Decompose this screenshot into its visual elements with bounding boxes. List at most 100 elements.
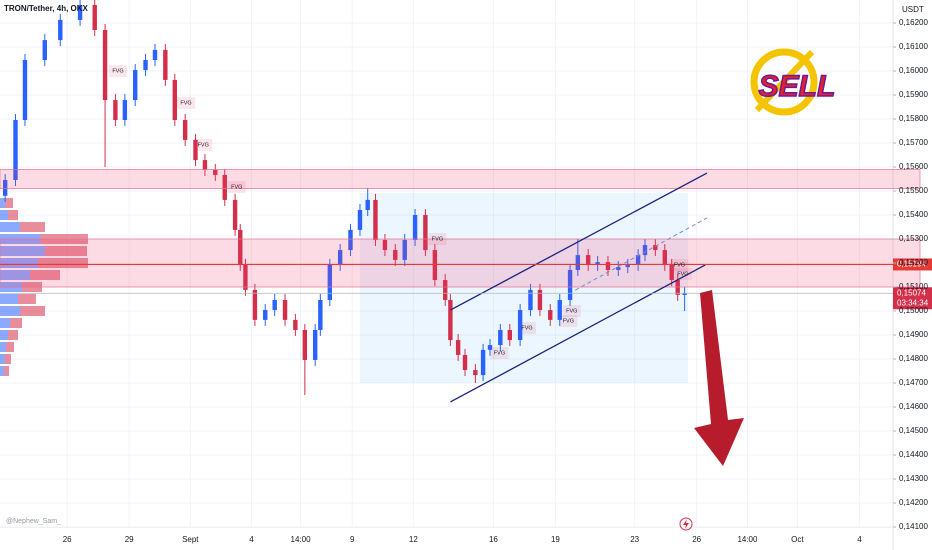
candle-body <box>548 310 553 320</box>
candle-body <box>682 293 687 295</box>
fvg-label: FVG <box>231 184 242 190</box>
candle-body <box>528 289 533 311</box>
fvg-box <box>562 305 581 318</box>
x-tick-label: Oct <box>791 535 804 544</box>
y-tick-label: 0,14400 <box>899 450 928 459</box>
watermark: @Nephew_Sam_ <box>6 518 61 525</box>
candle-body <box>13 119 18 180</box>
candle-body <box>77 5 83 20</box>
y-tick-label: 0,14500 <box>899 426 928 435</box>
candle-body <box>575 255 581 270</box>
candle-body <box>143 59 148 71</box>
y-tick-label: 0,14100 <box>899 522 928 531</box>
candle-body <box>487 345 493 350</box>
volume-down <box>20 306 45 317</box>
volume-up <box>0 246 45 257</box>
y-tick-label: 0,16000 <box>899 66 928 75</box>
alert-bolt <box>683 519 689 529</box>
y-tick-label: 0,15000 <box>899 306 928 315</box>
candle-body <box>448 299 453 341</box>
fvg-label: FVG <box>198 142 209 148</box>
candle-body <box>402 239 407 260</box>
candle-body <box>373 199 378 240</box>
candle-body <box>382 239 388 251</box>
y-tick-label: 0,14200 <box>899 498 928 507</box>
volume-up <box>0 306 20 317</box>
volume-up <box>0 258 38 269</box>
volume-down <box>20 222 45 233</box>
candle-body <box>102 29 108 101</box>
currency-label: USDT <box>902 5 924 14</box>
y-tick-label: 0,14800 <box>899 354 928 363</box>
last-price-label: 0,15074 <box>897 288 926 297</box>
fvg-box <box>559 315 578 328</box>
fvg-box <box>490 347 509 360</box>
candle-body <box>42 40 47 60</box>
volume-up <box>0 342 6 353</box>
logo-text: SELL <box>759 70 836 103</box>
volume-down <box>38 258 88 269</box>
x-tick-label: 4 <box>857 535 862 544</box>
y-tick-label: 0,14600 <box>899 402 928 411</box>
candle-body <box>163 49 168 80</box>
volume-up <box>0 318 10 329</box>
x-tick-label: 16 <box>489 535 498 544</box>
candle-body <box>282 299 288 320</box>
fvg-label: FVG <box>674 262 685 268</box>
candle-body <box>213 169 218 175</box>
alert-icon <box>679 517 693 531</box>
candle-body <box>122 100 128 120</box>
fvg-box <box>108 65 127 78</box>
y-tick-label: 0,15800 <box>899 114 928 123</box>
candle-body <box>243 264 248 290</box>
x-tick-label: 29 <box>125 535 134 544</box>
volume-down <box>10 318 22 329</box>
candle-body <box>22 59 28 120</box>
candle-body <box>293 319 298 330</box>
sell-logo: SELL <box>750 48 836 116</box>
candle-body <box>669 264 674 281</box>
level-label: 0,15194 <box>897 260 926 269</box>
x-tick-label: 23 <box>630 535 639 544</box>
down-arrow <box>694 290 744 466</box>
countdown: 03:34:34 <box>897 298 929 307</box>
volume-up <box>0 222 20 233</box>
candle-body <box>585 255 591 265</box>
y-tick-label: 0,15900 <box>899 90 928 99</box>
candle-body <box>337 250 343 265</box>
range-box <box>359 192 689 384</box>
y-tick-label: 0,14900 <box>899 330 928 339</box>
volume-up <box>0 330 8 341</box>
candle-body <box>58 19 63 41</box>
volume-down <box>18 294 36 305</box>
y-tick-label: 0,15200 <box>899 258 928 267</box>
last-price-tag <box>893 287 932 310</box>
candle-body <box>595 262 600 265</box>
y-tick-label: 0,14300 <box>899 474 928 483</box>
volume-down <box>45 246 87 257</box>
candle-body <box>462 354 468 371</box>
candle-body <box>312 329 318 360</box>
candle-body <box>263 310 268 320</box>
volume-down <box>5 198 13 209</box>
logo-slash <box>754 49 815 113</box>
candle-body <box>327 264 333 300</box>
candle-body <box>193 139 198 161</box>
fvg-label: FVG <box>521 326 532 332</box>
fvg-label: FVG <box>494 350 505 356</box>
candle-body <box>517 310 523 341</box>
volume-down <box>5 354 11 365</box>
volume-down <box>30 270 60 281</box>
x-tick-label: 4 <box>249 535 254 544</box>
y-tick-label: 0,16100 <box>899 42 928 51</box>
x-tick-label: 12 <box>409 535 418 544</box>
fvg-box <box>177 96 196 109</box>
fvg-box <box>518 322 537 335</box>
volume-up <box>0 366 4 377</box>
candle-body <box>507 329 512 341</box>
fvg-box <box>227 180 246 193</box>
candle-body <box>232 199 238 230</box>
